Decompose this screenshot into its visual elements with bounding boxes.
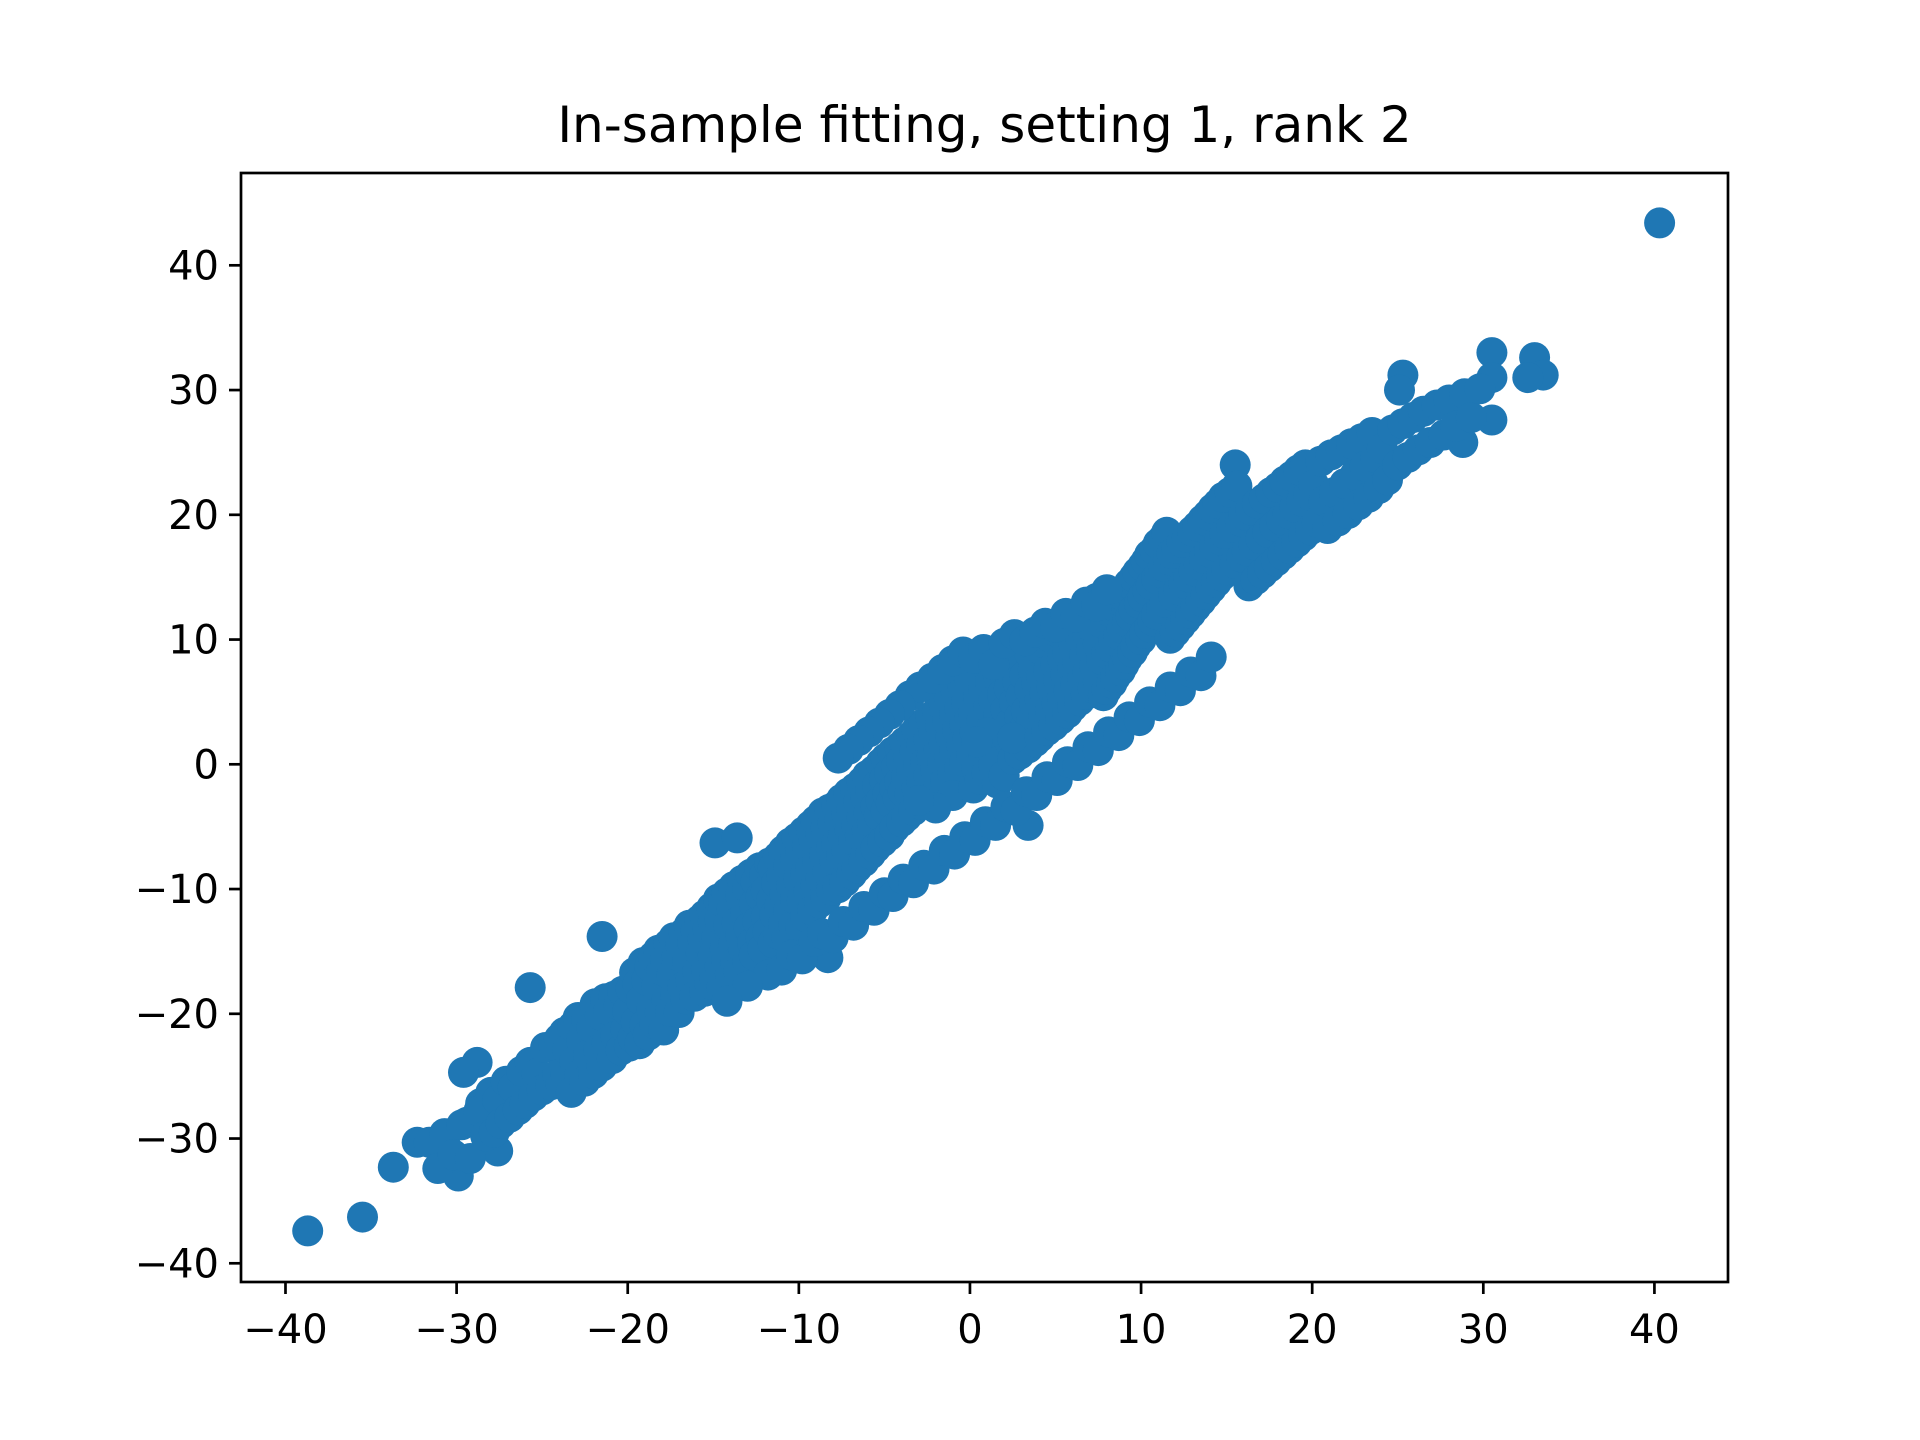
y-tick-label: −30 — [135, 1117, 219, 1163]
x-tick-label: −30 — [414, 1307, 498, 1353]
data-point — [997, 722, 1029, 754]
data-point — [1091, 574, 1123, 606]
data-point — [292, 1215, 324, 1247]
y-tick-label: 10 — [168, 618, 219, 664]
chart-title: In-sample fitting, setting 1, rank 2 — [557, 96, 1412, 154]
data-point — [1195, 641, 1227, 673]
data-point — [347, 1201, 378, 1233]
data-point — [1384, 374, 1415, 406]
data-point — [454, 1143, 486, 1174]
y-tick-label: −20 — [135, 992, 219, 1038]
data-point — [514, 972, 546, 1004]
data-point — [1512, 362, 1544, 394]
data-point — [586, 921, 618, 952]
scatter-points-group — [292, 207, 1676, 1247]
y-tick-label: 0 — [194, 742, 219, 788]
y-tick-label: −40 — [135, 1241, 219, 1287]
data-point — [1464, 373, 1496, 405]
data-point — [711, 985, 743, 1017]
data-point — [1455, 402, 1487, 433]
data-point — [377, 1151, 409, 1183]
data-point — [721, 822, 753, 854]
x-tick-label: 20 — [1287, 1307, 1338, 1353]
data-point — [961, 726, 993, 758]
data-point — [1644, 207, 1676, 239]
data-point — [448, 1056, 479, 1088]
data-point — [1221, 470, 1253, 502]
x-tick-label: −20 — [586, 1307, 670, 1353]
x-tick-label: −10 — [757, 1307, 841, 1353]
x-tick-label: 30 — [1458, 1307, 1509, 1353]
y-tick-label: 40 — [168, 243, 219, 289]
y-tick-label: −10 — [135, 867, 219, 913]
axes-box — [239, 171, 1730, 1284]
x-tick-label: −40 — [243, 1307, 327, 1353]
data-point — [1476, 337, 1508, 369]
x-tick-label: 0 — [957, 1307, 982, 1353]
y-tick-label: 20 — [168, 493, 219, 539]
x-tick-label: 10 — [1116, 1307, 1167, 1353]
y-tick-label: 30 — [168, 368, 219, 414]
x-tick-label: 40 — [1629, 1307, 1680, 1353]
data-point — [822, 742, 854, 774]
data-point — [903, 785, 935, 816]
